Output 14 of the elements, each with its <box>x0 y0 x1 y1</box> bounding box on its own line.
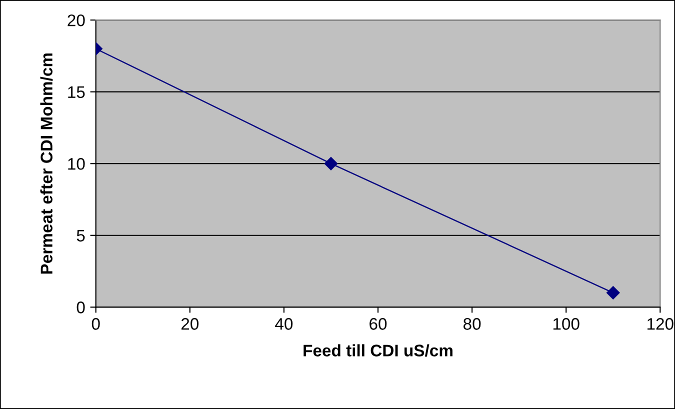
x-tick-label: 80 <box>464 318 481 330</box>
x-tick-label: 40 <box>275 318 293 330</box>
x-tick-label: 120 <box>648 318 674 330</box>
y-tick-label: 10 <box>68 158 85 170</box>
y-tick-label: 20 <box>68 14 85 26</box>
x-tick-label: 0 <box>92 318 100 330</box>
y-tick-label: 15 <box>68 86 85 98</box>
x-tick-label: 20 <box>181 318 199 330</box>
x-tick-label: 100 <box>553 318 580 330</box>
y-tick-label: 0 <box>76 302 85 314</box>
x-tick-label: 60 <box>370 318 387 330</box>
y-axis-title: Permeat efter CDI Mohm/cm <box>40 53 53 274</box>
y-tick-label: 5 <box>76 230 85 242</box>
x-axis-title: Feed till CDI uS/cm <box>304 344 452 357</box>
